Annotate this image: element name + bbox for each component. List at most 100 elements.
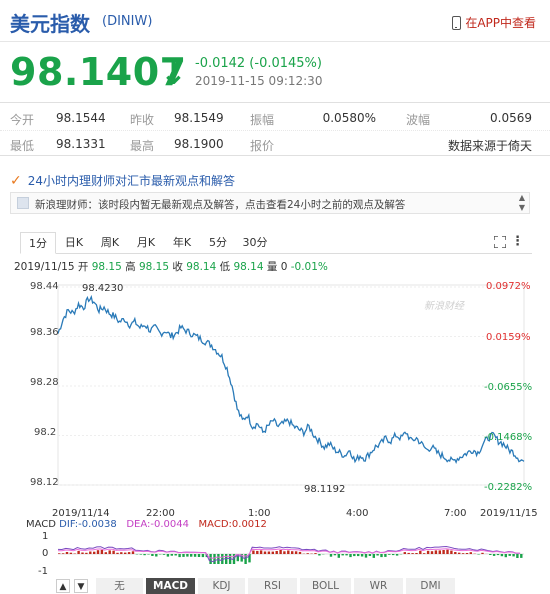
- macd-bar: [496, 554, 500, 556]
- dif-value: -0.0038: [78, 519, 117, 530]
- y-tick-label: 98.44: [30, 281, 59, 292]
- macd-bar: [403, 552, 406, 554]
- price-chart[interactable]: [0, 275, 550, 520]
- macd-bar: [407, 552, 410, 554]
- tab-1min[interactable]: 1分: [20, 232, 56, 254]
- indicator-tab-rsi[interactable]: RSI: [248, 578, 298, 594]
- macd-bar: [93, 551, 96, 554]
- x-tick-label: 22:00: [146, 508, 175, 519]
- indicator-tab-kdj[interactable]: KDJ: [198, 578, 246, 594]
- macd-bar: [240, 554, 243, 562]
- pct-tick-label: -0.2282%: [484, 482, 533, 493]
- scroll-up-button[interactable]: ▲: [56, 579, 70, 593]
- macd-bar: [357, 554, 360, 557]
- macd-bar: [520, 554, 523, 558]
- tab-30min[interactable]: 30分: [242, 236, 268, 249]
- macd-bar: [267, 551, 271, 554]
- fullscreen-icon[interactable]: [494, 236, 506, 248]
- advisor-message[interactable]: 新浪理财师：该时段内暂无最新观点及解答，点击查看24小时之前的观点及解答 ▲ ▼: [10, 192, 530, 214]
- macd-bar: [469, 552, 472, 554]
- period-tabs: 1分 日K 周K 月K 年K 5分 30分 ⋮: [20, 232, 532, 254]
- ohlc-vol: 0: [280, 261, 288, 273]
- open-in-app-label: 在APP中查看: [465, 16, 536, 30]
- macd-bar: [481, 552, 484, 554]
- macd-bar: [318, 554, 321, 556]
- macd-bar: [415, 553, 418, 554]
- macd-summary: MACD DIF:-0.0038 DEA:-0.0044 MACD:0.0012: [26, 519, 267, 530]
- scroll-arrows[interactable]: ▲ ▼: [518, 193, 525, 212]
- macd-bar: [516, 554, 519, 558]
- advisor-message-text: 新浪理财师：该时段内暂无最新观点及解答，点击查看24小时之前的观点及解答: [35, 199, 406, 211]
- macd-bar: [162, 554, 166, 555]
- tab-daily[interactable]: 日K: [64, 236, 84, 249]
- macd-bar: [58, 553, 61, 554]
- macd-bar: [430, 551, 434, 554]
- wave-label: 波幅: [406, 113, 431, 127]
- macd-bar: [221, 554, 224, 564]
- indicator-tabs: 无 MACD KDJ RSI BOLL WR DMI: [96, 578, 536, 594]
- x-tick-label: 1:00: [248, 508, 271, 519]
- dif-line: [57, 545, 521, 563]
- price-change: -0.0142 (-0.0145%): [195, 56, 322, 71]
- macd-histogram: [58, 549, 523, 564]
- macd-bar: [190, 554, 193, 557]
- macd-bar: [69, 552, 73, 554]
- indicator-tab-wr[interactable]: WR: [354, 578, 404, 594]
- indicator-tab-none[interactable]: 无: [96, 578, 144, 594]
- macd-bar: [458, 552, 461, 554]
- prev-close-value: 98.1549: [174, 111, 224, 125]
- more-icon[interactable]: ⋮: [511, 234, 524, 249]
- macd-bar: [450, 550, 453, 554]
- tab-yearly[interactable]: 年K: [172, 236, 192, 249]
- macd-bar: [294, 551, 298, 554]
- header: 美元指数 (DINIW) 在APP中查看: [0, 0, 550, 42]
- macd-bar: [170, 554, 173, 556]
- avatar: [17, 197, 29, 209]
- amplitude-label: 振幅: [250, 113, 275, 127]
- macd-bar: [508, 554, 511, 556]
- indicator-tab-macd[interactable]: MACD: [146, 578, 196, 594]
- macd-bar: [345, 554, 348, 556]
- pct-tick-label: 0.0159%: [486, 332, 531, 343]
- indicator-tab-boll[interactable]: BOLL: [300, 578, 352, 594]
- news-headline[interactable]: ✓ 24小时内理财师对汇市最新观点和解答: [10, 172, 235, 189]
- open-label: 今开: [10, 113, 35, 127]
- page-title: 美元指数: [10, 12, 90, 36]
- macd-bar: [489, 554, 492, 555]
- macd-bar: [392, 554, 395, 556]
- macd-bar: [85, 552, 88, 554]
- scroll-down-button[interactable]: ▼: [74, 579, 88, 593]
- macd-bar: [65, 552, 69, 554]
- amplitude-value: 0.0580%: [322, 111, 376, 125]
- dea-label: DEA:: [126, 519, 151, 530]
- macd-bar: [504, 554, 507, 558]
- open-in-app-link[interactable]: 在APP中查看: [452, 14, 536, 31]
- macd-bar: [100, 549, 104, 554]
- macd-bar: [143, 554, 146, 556]
- tab-5min[interactable]: 5分: [209, 236, 227, 249]
- ohlc-summary: 2019/11/15 开 98.15 高 98.15 收 98.14 低 98.…: [14, 259, 328, 274]
- macd-bar: [77, 550, 80, 554]
- wave-value: 0.0569: [490, 111, 532, 125]
- chart-frame: [57, 284, 525, 486]
- prev-close-label: 昨收: [130, 113, 155, 127]
- phone-icon: [452, 15, 462, 30]
- macd-bar: [419, 550, 422, 554]
- tab-monthly[interactable]: 月K: [136, 236, 156, 249]
- macd-bar: [279, 550, 282, 554]
- macd-bar: [360, 554, 364, 557]
- macd-bar: [314, 553, 317, 554]
- macd-bar: [329, 554, 333, 557]
- macd-bar: [341, 554, 344, 556]
- macd-bar: [89, 551, 92, 554]
- stats-row: 今开 98.1544 昨收 98.1549 振幅 0.0580% 波幅 0.05…: [0, 105, 550, 131]
- price-series-line: [57, 294, 525, 465]
- macd-bar: [120, 552, 123, 554]
- macd-bar: [434, 550, 438, 554]
- macd-bar: [306, 553, 309, 554]
- macd-bar: [353, 554, 356, 557]
- macd-y-tick: -1: [38, 566, 48, 577]
- indicator-tab-dmi[interactable]: DMI: [406, 578, 456, 594]
- macd-bar: [116, 552, 119, 554]
- tab-weekly[interactable]: 周K: [100, 236, 120, 249]
